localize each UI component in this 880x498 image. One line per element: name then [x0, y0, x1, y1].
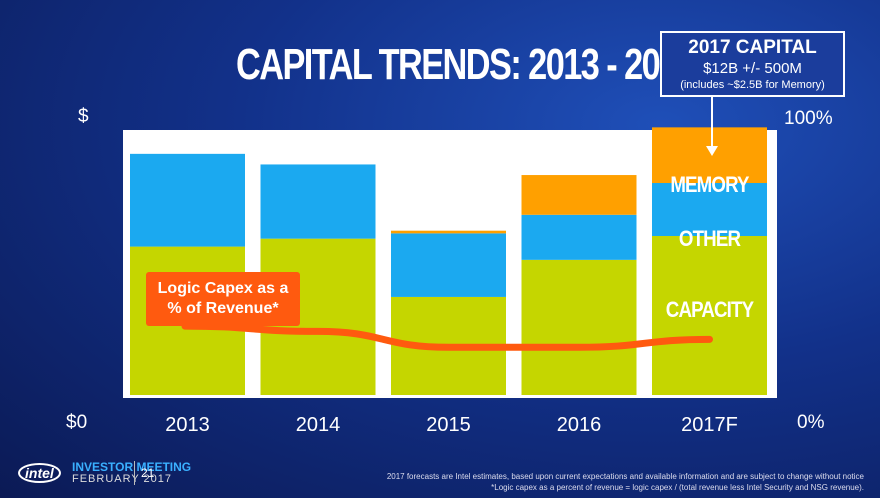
left-axis-top-label: $ [78, 106, 89, 127]
right-axis-top-label: 100% [784, 108, 833, 129]
intel-logo: intel [18, 462, 61, 483]
capacity-label: CAPACITY [665, 297, 754, 322]
x-tick-2014: 2014 [295, 414, 341, 436]
bar-capacity-2017F [652, 236, 767, 395]
bar-memory-2017F [652, 127, 767, 183]
event-name: INVESTOR MEETING FEBRUARY 2017 [72, 461, 191, 485]
callout-amount: $12B +/- 500M [703, 60, 802, 77]
x-tick-2015: 2015 [426, 414, 471, 436]
x-tick-2013: 2013 [165, 414, 210, 436]
page-number: 21 [134, 461, 154, 485]
footnote-1: 2017 forecasts are Intel estimates, base… [386, 472, 864, 481]
bar-other-2014 [260, 164, 376, 239]
capital-callout: 2017 CAPITAL $12B +/- 500M (includes ~$2… [660, 31, 845, 97]
event-title: INVESTOR MEETING [72, 460, 192, 474]
bar-other-2013 [130, 153, 245, 247]
annotation-line1: Logic Capex as a [157, 280, 289, 297]
x-tick-2016: 2016 [556, 414, 602, 436]
bar-memory-2015 [391, 230, 506, 234]
left-axis-bottom-label: $0 [66, 412, 88, 433]
memory-label: MEMORY [670, 172, 749, 197]
bar-memory-2016 [521, 175, 637, 215]
bar-capacity-2016 [521, 259, 637, 395]
other-label: OTHER [678, 226, 741, 251]
annotation-line2: % of Revenue* [167, 300, 279, 317]
logic-capex-annotation: Logic Capex as a % of Revenue* [146, 272, 300, 326]
event-date: FEBRUARY 2017 [72, 473, 173, 485]
callout-heading: 2017 CAPITAL [688, 37, 817, 58]
x-tick-2017F: 2017F [681, 414, 738, 436]
callout-sub: (includes ~$2.5B for Memory) [680, 79, 825, 91]
bar-other-2015 [391, 233, 506, 297]
footnotes: 2017 forecasts are Intel estimates, base… [304, 471, 864, 493]
right-axis-bottom-label: 0% [797, 412, 825, 433]
callout-arrowhead [706, 146, 718, 156]
bar-other-2016 [521, 214, 637, 260]
logic-capex-line [181, 322, 713, 351]
bar-other-2017F [652, 183, 767, 236]
footnote-2: *Logic capex as a percent of revenue = l… [491, 483, 864, 492]
